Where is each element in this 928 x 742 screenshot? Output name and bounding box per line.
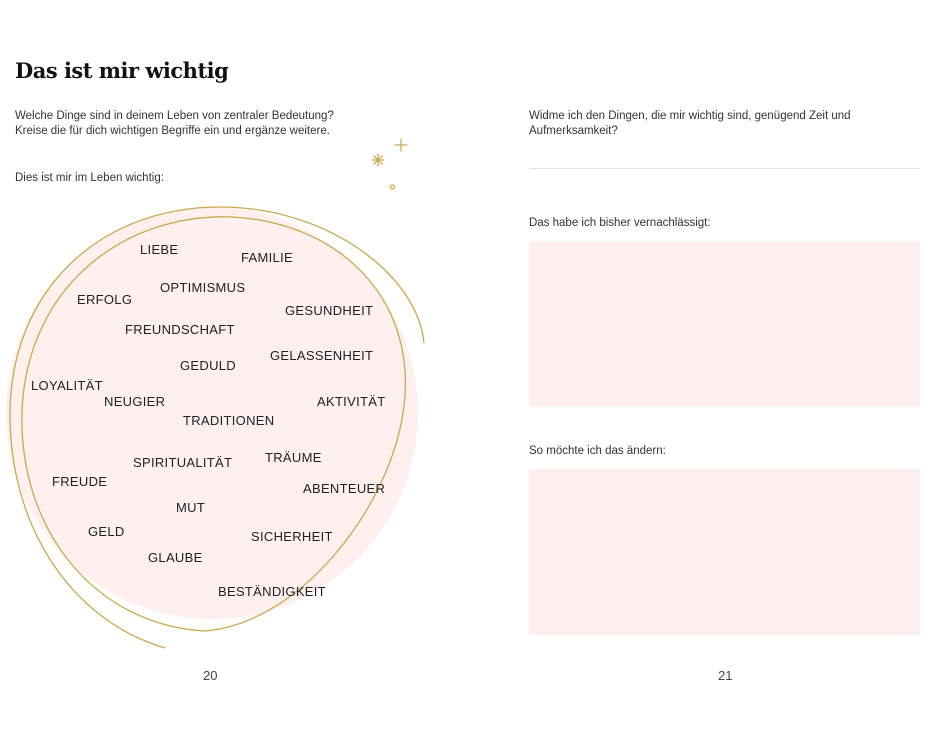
word-item[interactable]: OPTIMISMUS — [160, 280, 246, 295]
circle-fill — [6, 207, 418, 619]
word-item[interactable]: SICHERHEIT — [251, 529, 333, 544]
word-item[interactable]: GEDULD — [180, 358, 236, 373]
answer-line[interactable] — [529, 168, 920, 169]
word-item[interactable]: LOYALITÄT — [31, 378, 103, 393]
neglected-label: Das habe ich bisher vernachlässigt: — [529, 217, 711, 229]
gold-loop-outer — [9, 206, 425, 649]
word-item[interactable]: GLAUBE — [148, 550, 203, 565]
word-circle-illustration — [6, 206, 425, 649]
sparkle-icon — [371, 138, 408, 190]
page-title: Das ist mir wichtig — [15, 58, 229, 83]
subheading: Dies ist mir im Leben wichtig: — [15, 172, 164, 184]
word-item[interactable]: AKTIVITÄT — [317, 394, 386, 409]
question-line-2: Aufmerksamkeit? — [529, 125, 618, 137]
page-number-right: 21 — [718, 668, 733, 683]
word-item[interactable]: ABENTEUER — [303, 481, 386, 496]
word-item[interactable]: GELD — [88, 524, 125, 539]
change-label: So möchte ich das ändern: — [529, 445, 666, 457]
word-item[interactable]: FREUNDSCHAFT — [125, 322, 235, 337]
question-text: Widme ich den Dingen, die mir wichtig si… — [529, 109, 909, 139]
word-item[interactable]: MUT — [176, 500, 206, 515]
gold-loop-inner — [21, 216, 407, 632]
page-number-left: 20 — [203, 668, 218, 683]
word-item[interactable]: TRÄUME — [265, 450, 322, 465]
change-answer-box[interactable] — [529, 469, 920, 635]
word-item[interactable]: GESUNDHEIT — [285, 303, 374, 318]
word-item[interactable]: BESTÄNDIGKEIT — [218, 584, 326, 599]
word-item[interactable]: FREUDE — [52, 474, 108, 489]
question-line-1: Widme ich den Dingen, die mir wichtig si… — [529, 110, 851, 122]
intro-line-1: Welche Dinge sind in deinem Leben von ze… — [15, 110, 334, 122]
word-item[interactable]: GELASSENHEIT — [270, 348, 374, 363]
word-item[interactable]: FAMILIE — [241, 250, 293, 265]
word-item[interactable]: ERFOLG — [77, 292, 133, 307]
word-item[interactable]: TRADITIONEN — [183, 413, 275, 428]
intro-text: Welche Dinge sind in deinem Leben von ze… — [15, 109, 375, 139]
neglected-answer-box[interactable] — [529, 241, 920, 407]
word-item[interactable]: NEUGIER — [104, 394, 166, 409]
intro-line-2: Kreise die für dich wichtigen Begriffe e… — [15, 125, 330, 137]
word-item[interactable]: LIEBE — [140, 242, 179, 257]
word-item[interactable]: SPIRITUALITÄT — [133, 455, 233, 470]
